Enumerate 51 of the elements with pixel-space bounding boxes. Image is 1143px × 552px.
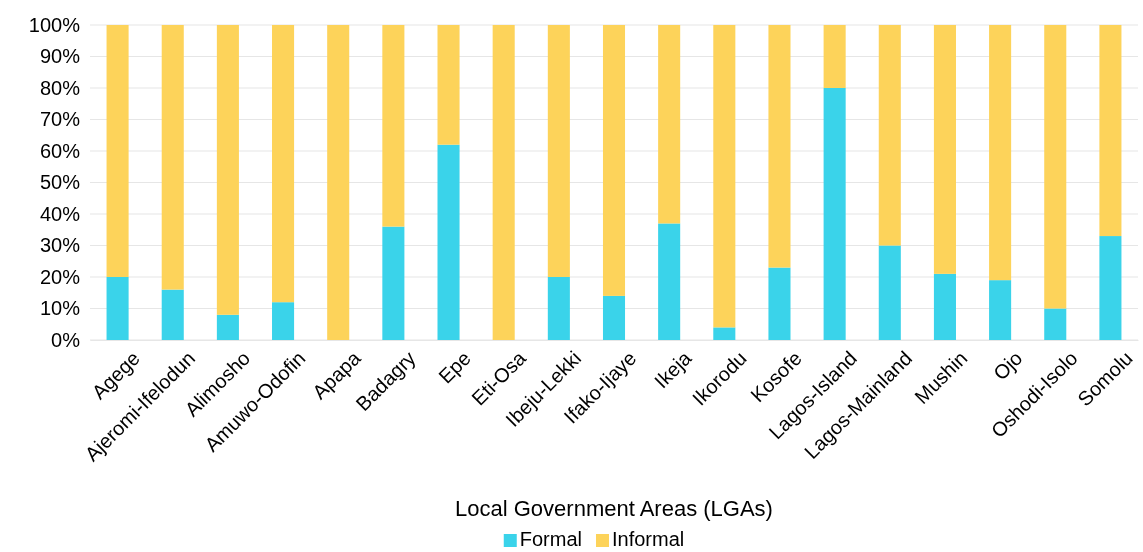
bar xyxy=(106,25,129,277)
bar xyxy=(106,277,129,340)
y-tick-label: 10% xyxy=(39,297,81,320)
bar xyxy=(216,25,239,315)
bar xyxy=(933,273,956,340)
bar xyxy=(437,144,460,340)
bar xyxy=(1044,308,1067,340)
bar xyxy=(878,25,901,246)
x-axis-title: Local Government Areas (LGAs) xyxy=(455,496,773,521)
bar xyxy=(658,25,681,224)
y-tick-label: 60% xyxy=(39,139,81,162)
bar xyxy=(989,25,1012,281)
bar xyxy=(658,223,681,340)
legend-label: Informal xyxy=(611,528,685,550)
bar xyxy=(768,267,791,340)
legend-label: Formal xyxy=(519,528,582,550)
y-tick-label: 100% xyxy=(28,13,81,36)
y-tick-label: 30% xyxy=(39,234,81,257)
y-tick-label: 0% xyxy=(51,328,81,351)
bar xyxy=(216,314,239,340)
x-tick-label: Epe xyxy=(434,346,475,388)
y-tick-label: 90% xyxy=(39,45,81,68)
bar xyxy=(1099,25,1122,237)
y-tick-label: 50% xyxy=(39,171,81,194)
bar xyxy=(437,25,460,145)
bar xyxy=(382,25,405,227)
bar xyxy=(823,88,846,340)
y-tick-label: 20% xyxy=(39,265,81,288)
bar xyxy=(713,25,736,328)
bar xyxy=(989,280,1012,340)
y-tick-label: 70% xyxy=(39,108,81,131)
bar xyxy=(272,302,295,340)
bar xyxy=(547,25,570,277)
bar xyxy=(1044,25,1067,309)
bar xyxy=(768,25,791,268)
bar xyxy=(272,25,295,303)
bar xyxy=(161,25,184,290)
bar xyxy=(713,327,736,340)
bar xyxy=(161,289,184,340)
bar xyxy=(933,25,956,274)
bar xyxy=(1099,236,1122,340)
bar xyxy=(602,25,626,296)
bar xyxy=(602,295,626,340)
bar xyxy=(547,277,570,340)
bar xyxy=(382,226,405,340)
bar xyxy=(327,25,350,340)
bar xyxy=(878,245,901,340)
bar xyxy=(823,25,846,88)
y-tick-label: 40% xyxy=(39,202,81,225)
bar xyxy=(492,25,515,340)
y-tick-label: 80% xyxy=(39,76,81,99)
